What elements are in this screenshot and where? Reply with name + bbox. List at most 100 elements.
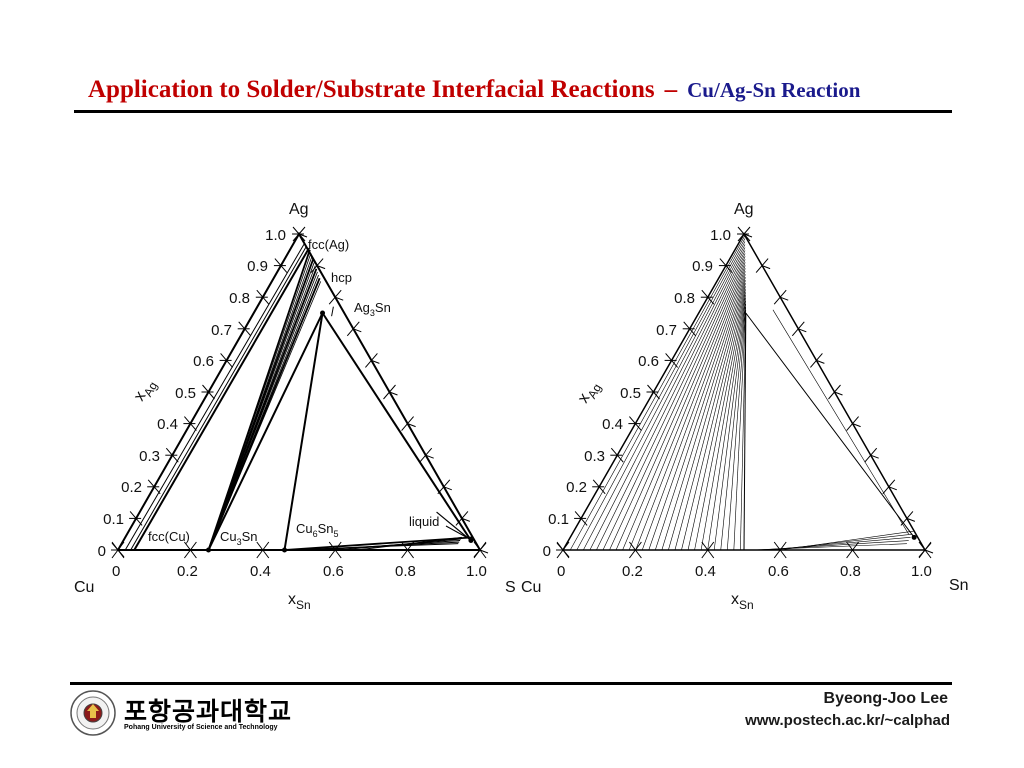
calculated-tie-line <box>576 238 746 551</box>
right-x-tick-0-6: 0.6 <box>768 563 789 580</box>
right-edge-tick-arm <box>335 296 344 301</box>
calculated-boundary <box>743 312 747 551</box>
calculated-tie-line <box>641 268 746 551</box>
liquid-point <box>911 534 917 540</box>
right-x-tick-0-4: 0.4 <box>695 563 716 580</box>
left-tie-lines <box>124 243 474 553</box>
left-x-tick-0-6: 0.6 <box>323 563 344 580</box>
right-x-tick-1-0: 1.0 <box>911 563 932 580</box>
fcc-cu-ag-tie <box>133 247 310 551</box>
calculated-tie-line <box>681 286 746 551</box>
left-x-axis-label: xSn <box>288 591 311 612</box>
calculated-tie-line <box>655 274 746 551</box>
left-y-tick-0-7: 0.7 <box>211 322 232 339</box>
calculated-tie-line <box>707 298 746 551</box>
right-y-tick-0-3: 0.3 <box>584 448 605 465</box>
cu6sn5-liquid-tie <box>772 533 913 551</box>
calculated-tie-line <box>622 259 746 551</box>
right-edge-tick-arm <box>316 265 326 270</box>
right-edge-tick-arm <box>443 486 452 491</box>
right-x-axis-label: xSn <box>731 591 754 612</box>
cu3sn-ag3sn-tie <box>207 312 324 551</box>
label-hcp: hcp <box>331 270 352 285</box>
left-y-tick-0-9: 0.9 <box>247 258 268 275</box>
left-y-tick-0: 0 <box>98 543 106 560</box>
calculated-tie-line <box>635 265 746 551</box>
base-tick-cross <box>473 541 487 559</box>
right-ternary-diagram: 0 0.2 0.4 0.6 0.8 1.0 0 0.1 0.2 0.3 0.4 … <box>521 201 969 612</box>
author-url[interactable]: www.postech.ac.kr/~calphad <box>745 712 950 729</box>
right-corner-label-cu: Cu <box>521 579 541 596</box>
calculated-tie-line <box>740 312 747 551</box>
author-name: Byeong-Joo Lee <box>823 690 948 707</box>
right-edge-tick-arm <box>761 265 771 270</box>
right-corner-label-sn: Sn <box>949 577 969 594</box>
calculated-tie-line <box>569 235 746 551</box>
calculated-tie-line <box>628 262 746 551</box>
label-fcc-cu: fcc(Cu) <box>148 529 190 544</box>
university-seal-logo <box>70 690 116 736</box>
left-y-tick-labels: 0 0.1 0.2 0.3 0.4 0.5 0.6 0.7 0.8 0.9 1.… <box>98 227 286 560</box>
calculated-tie-line <box>713 301 746 551</box>
base-tick-cross <box>629 541 642 559</box>
right-edge-tick-arm <box>353 328 362 333</box>
title-underline <box>74 110 952 113</box>
title-dash: – <box>664 76 678 103</box>
right-edge-tick-arm <box>780 296 789 301</box>
right-edge-tick-arm <box>389 391 398 396</box>
base-tick-cross <box>328 541 342 559</box>
right-edge-tick-arm <box>852 423 861 428</box>
right-edge-tick-arm <box>743 233 753 238</box>
label-ag3sn: Ag3Sn <box>354 300 391 318</box>
title-subtitle: Cu/Ag-Sn Reaction <box>687 78 861 102</box>
left-y-tick-0-1: 0.1 <box>103 511 124 528</box>
cu6sn5-point <box>282 547 288 553</box>
left-apex-label-ag: Ag <box>289 201 309 218</box>
footer-rule <box>70 682 952 685</box>
fcc-cu-ag-boundary <box>124 243 305 551</box>
right-y-tick-0-4: 0.4 <box>602 416 623 433</box>
right-edge-tick-arm <box>798 328 807 333</box>
label-cu3sn: Cu3Sn <box>220 529 258 547</box>
left-corner-label-cu: Cu <box>74 579 94 596</box>
right-tie-lines <box>569 235 917 551</box>
calculated-tie-line <box>700 295 746 551</box>
left-tick-marks <box>111 226 489 559</box>
right-y-axis-label: xAg <box>575 378 605 408</box>
base-tick-cross <box>183 541 197 559</box>
right-x-tick-0-8: 0.8 <box>840 563 861 580</box>
university-name-korean: 포항공과대학교 <box>124 698 293 726</box>
label-fcc-ag: fcc(Ag) <box>308 237 349 252</box>
right-edge-tick-arm <box>461 517 471 522</box>
left-y-tick-0-3: 0.3 <box>139 448 160 465</box>
cu3sn-tie-line <box>208 281 322 551</box>
right-edge-tick-arm <box>834 391 843 396</box>
base-tick-cross <box>846 541 859 559</box>
liquid-boundary <box>436 511 472 541</box>
calculated-boundary <box>772 309 909 535</box>
right-y-tick-0-6: 0.6 <box>638 353 659 370</box>
ag3sn-point <box>320 310 326 316</box>
fcc-cu-ag-boundary <box>130 246 307 551</box>
right-x-tick-0: 0 <box>557 563 565 580</box>
left-y-axis-label: xAg <box>131 376 161 406</box>
right-y-tick-0-7: 0.7 <box>656 322 677 339</box>
right-x-tick-labels: 0 0.2 0.4 0.6 0.8 1.0 <box>557 563 932 580</box>
cu6sn5-liquid-tie <box>284 536 473 551</box>
left-x-tick-0: 0 <box>112 563 120 580</box>
right-edge-tick-arm <box>924 549 934 554</box>
right-y-tick-0-2: 0.2 <box>566 479 587 496</box>
left-y-tick-0-8: 0.8 <box>229 290 250 307</box>
right-edge-tick-arm <box>888 486 897 491</box>
right-edge-tick-arm <box>870 454 879 459</box>
right-edge-tick-arm <box>425 454 434 459</box>
right-y-tick-labels: 0 0.1 0.2 0.3 0.4 0.5 0.6 0.7 0.8 0.9 1.… <box>543 227 731 560</box>
university-name-english: Pohang University of Science and Technol… <box>124 724 278 731</box>
right-edge-tick-arm <box>298 233 308 238</box>
calculated-tie-line <box>648 271 746 551</box>
liquid-leader-line <box>445 525 467 538</box>
right-y-tick-0-1: 0.1 <box>548 511 569 528</box>
liquid-ag3sn-tie <box>321 312 472 542</box>
calculated-tie-line <box>609 253 746 551</box>
